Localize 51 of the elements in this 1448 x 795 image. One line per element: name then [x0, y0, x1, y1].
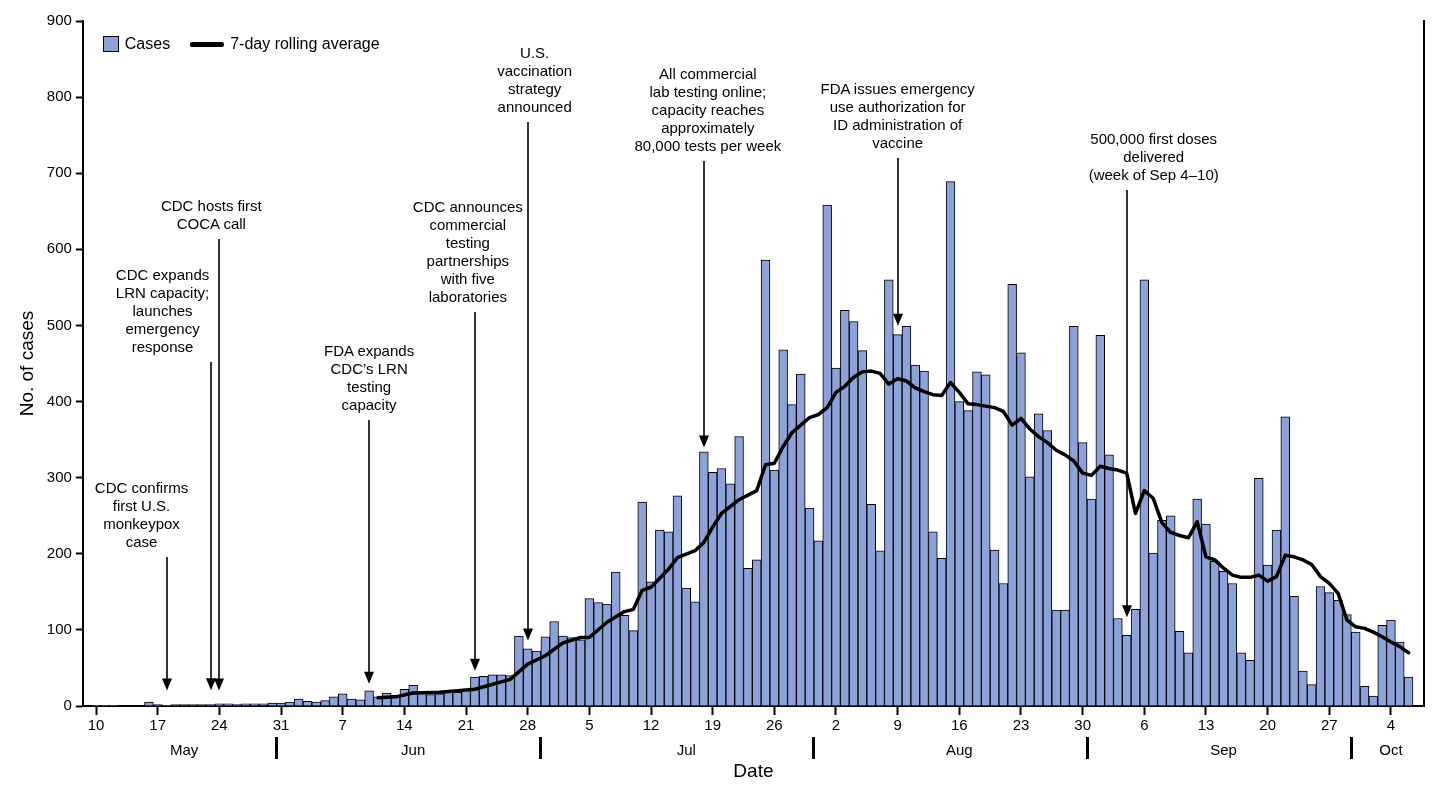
x-tick-label: 17: [149, 716, 167, 734]
legend-label: 7-day rolling average: [230, 35, 380, 53]
x2-tick-label: Oct: [1379, 741, 1404, 759]
y-tick-label: 300: [46, 467, 72, 485]
y-tick-label: 900: [46, 11, 72, 29]
x2-tick-label: Jun: [401, 741, 426, 759]
x-tick-label: 2: [831, 716, 841, 734]
y-tick-label: 0: [63, 696, 72, 714]
x-tick-label: 6: [1140, 716, 1149, 734]
x-axis-title: Date: [733, 759, 774, 781]
annotation: CDC hosts first COCA call: [159, 197, 263, 234]
x-tick-label: 28: [519, 716, 537, 734]
x-tick-label: 10: [87, 716, 105, 734]
x-tick-label: 21: [457, 716, 475, 734]
y-tick-label: 600: [46, 239, 72, 257]
y-tick-label: 400: [46, 391, 72, 409]
legend-label: Cases: [124, 35, 171, 53]
x2-tick-label: May: [169, 741, 199, 759]
annotation: FDA issues emergency use authorization for ID administration of vaccine: [819, 80, 976, 153]
x2-tick-label: Aug: [945, 741, 973, 759]
x-tick-label: 27: [1320, 716, 1338, 734]
y-tick-label: 800: [46, 87, 72, 105]
x-tick-label: 31: [272, 716, 290, 734]
annotation: CDC announces commercial testing partnerships with five laboratories: [411, 198, 524, 307]
annotation: U.S. vaccination strategy announced: [496, 43, 574, 116]
y-axis-title: No. of cases: [15, 310, 37, 417]
annotation: CDC expands LRN capacity; launches emergency response: [115, 266, 210, 356]
x-tick-label: 23: [1012, 716, 1030, 734]
x-tick-label: 24: [211, 716, 228, 734]
x-tick-label: 16: [950, 716, 968, 734]
annotation: FDA expands CDC’s LRN testing capacity: [323, 342, 416, 415]
x-tick-label: 26: [765, 716, 783, 734]
x-tick-label: 9: [893, 716, 902, 734]
x-tick-label: 13: [1197, 716, 1215, 734]
y-tick-label: 700: [46, 163, 72, 181]
x-tick-label: 7: [338, 716, 347, 734]
x-tick-label: 12: [642, 716, 660, 734]
x-tick-label: 30: [1074, 716, 1091, 734]
x-tick-label: 19: [704, 716, 722, 734]
x2-tick-label: Jul: [676, 741, 696, 759]
y-tick-label: 500: [46, 315, 72, 333]
annotation: CDC confirms first U.S. monkeypox case: [94, 479, 189, 551]
annotation: All commercial lab testing online; capacity reaches approximately 80,000 tests per week: [633, 64, 783, 155]
x-tick-label: 20: [1259, 716, 1276, 734]
x-tick-label: 4: [1386, 716, 1396, 734]
x-tick-label: 5: [585, 716, 594, 734]
y-tick-label: 100: [46, 620, 72, 638]
y-tick-label: 200: [46, 543, 72, 561]
x2-tick-label: Sep: [1210, 741, 1237, 759]
annotation: 500,000 first doses delivered (week of Sep 4–10): [1087, 129, 1220, 184]
x-tick-label: 14: [396, 716, 413, 734]
